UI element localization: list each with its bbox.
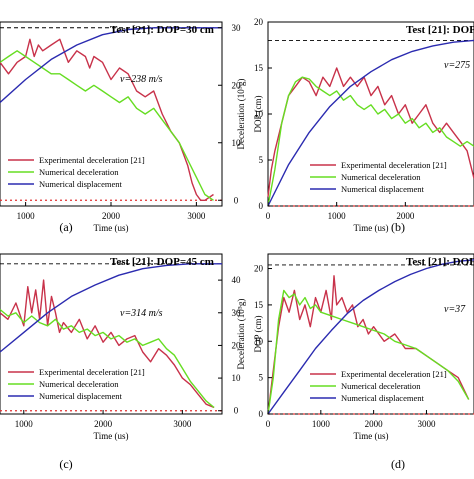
x-tick-label: 0 (266, 419, 271, 429)
panel-label: (d) (391, 457, 405, 471)
x-tick-label: 2000 (365, 419, 384, 429)
panel-title: Test [21]: DOF (406, 256, 474, 268)
y-tick-label: 0 (234, 195, 239, 205)
y-tick-label: 30 (232, 308, 242, 318)
x-tick-label: 2000 (94, 419, 113, 429)
velocity-annotation: v=275 (444, 60, 470, 71)
y-tick-label: 10 (232, 138, 242, 148)
velocity-annotation: v=314 m/s (120, 308, 163, 319)
panel-title: Test [21]: DOP=30 cm (110, 24, 214, 36)
panel-a: 1000 2000 3000 Time (us) 0 10 20 30 DOP (cm) Test… (0, 21, 263, 234)
x-tick-label: 3000 (417, 419, 436, 429)
series-line-numerical-displacement (267, 39, 474, 207)
x-tick-label: 0 (266, 211, 271, 221)
series-line-numerical-displacement (0, 263, 222, 353)
panel-label: (a) (59, 220, 72, 234)
y-tick-label: 10 (254, 336, 264, 346)
series-line-experimental (0, 279, 215, 409)
x-tick-label: 2000 (396, 211, 415, 221)
y-axis-label-right: DOP (cm) (253, 316, 263, 353)
panel-title: Test [21]: DOP=45 cm (110, 256, 214, 268)
y-tick-label: 0 (259, 409, 264, 419)
y-tick-label: 15 (254, 300, 264, 310)
panel-b: 0 1000 2000 Time (us) 0 5 10 15 20 Deceleration (… (236, 17, 474, 234)
x-tick-label: 1000 (312, 419, 331, 429)
y-tick-label: 5 (259, 155, 264, 165)
y-axis-label-left: Deceleration (10⁵g) (236, 299, 246, 370)
y-tick-label: 20 (254, 17, 264, 27)
y-tick-label: 0 (259, 201, 264, 211)
panel-title: Test [21]: DOP (406, 24, 474, 36)
series-line-numerical-deceleration (0, 308, 215, 409)
plot-frame-d (267, 253, 474, 415)
y-tick-label: 5 (259, 373, 264, 383)
legend-entry: Experimental deceleration [21] (39, 367, 145, 377)
x-axis-label: Time (us) (354, 431, 389, 441)
panel-label: (b) (391, 220, 405, 234)
y-tick-label: 40 (232, 275, 242, 285)
legend-entry: Numerical deceleration (341, 381, 421, 391)
x-tick-label: 3000 (187, 211, 206, 221)
x-axis-label: Time (us) (94, 431, 129, 441)
plot-frame-c (0, 253, 223, 415)
x-axis-label: Time (us) (94, 223, 129, 233)
legend-entry: Numerical deceleration (341, 172, 421, 182)
series-line-numerical-deceleration (267, 76, 474, 207)
velocity-annotation: v=238 m/s (120, 74, 163, 85)
y-tick-label: 10 (254, 109, 264, 119)
series-line-experimental (0, 38, 214, 202)
series-line-experimental (267, 67, 474, 197)
y-tick-label: 15 (254, 63, 264, 73)
legend-entry: Experimental deceleration [21] (341, 369, 447, 379)
legend-entry: Numerical deceleration (39, 379, 119, 389)
y-axis-label-right: DOP (cm) (253, 96, 263, 133)
panel-d: 0 1000 2000 3000 Time (us) 0 5 10 15 20 Decelerati… (236, 253, 474, 471)
x-tick-label: 1000 (17, 211, 36, 221)
y-tick-label: 10 (232, 373, 242, 383)
series-line-numerical-displacement (0, 27, 222, 104)
y-tick-label: 0 (234, 406, 239, 416)
y-tick-label: 30 (232, 23, 242, 33)
x-tick-label: 1000 (328, 211, 347, 221)
x-axis-label: Time (us) (354, 223, 389, 233)
y-tick-label: 20 (232, 340, 242, 350)
series-line-numerical-displacement (267, 259, 474, 415)
legend-entry: Experimental deceleration [21] (341, 160, 447, 170)
x-tick-label: 2000 (102, 211, 121, 221)
velocity-annotation: v=37 (444, 304, 466, 315)
legend-entry: Numerical deceleration (39, 167, 119, 177)
series-line-numerical-deceleration (0, 50, 214, 201)
panel-label: (c) (59, 457, 72, 471)
legend-entry: Numerical displacement (341, 393, 424, 403)
x-tick-label: 3000 (173, 419, 192, 429)
legend-entry: Numerical displacement (39, 391, 122, 401)
legend-entry: Numerical displacement (39, 179, 122, 189)
legend-entry: Numerical displacement (341, 184, 424, 194)
legend-entry: Experimental deceleration [21] (39, 155, 145, 165)
y-axis-label-left: Deceleration (10⁵g) (236, 79, 246, 150)
y-tick-label: 20 (254, 264, 264, 274)
x-tick-label: 1000 (15, 419, 34, 429)
panel-c: 1000 2000 3000 Time (us) 0 10 20 30 40 DOP (cm) Te… (0, 253, 263, 471)
y-tick-label: 20 (232, 80, 242, 90)
